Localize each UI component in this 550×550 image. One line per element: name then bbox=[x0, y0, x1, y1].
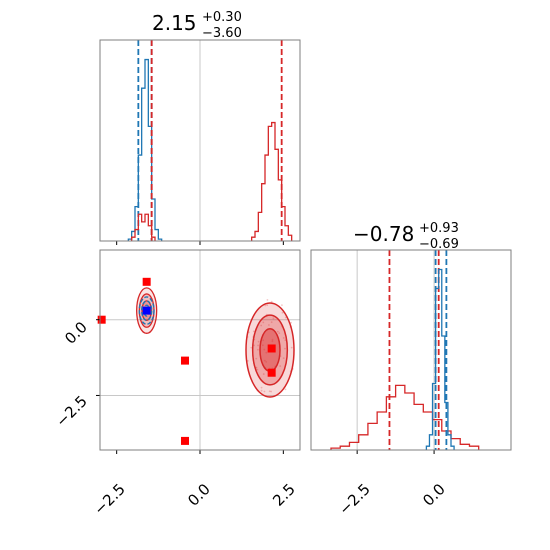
scatter-point bbox=[284, 388, 287, 391]
joint-x-tick-labels: −2.5 0.0 2.5 bbox=[90, 480, 298, 518]
marker-red-square bbox=[181, 356, 189, 365]
scatter-point bbox=[255, 366, 258, 369]
scatter-point bbox=[281, 311, 284, 314]
scatter-point bbox=[271, 338, 274, 341]
scatter-point bbox=[290, 346, 293, 349]
scatter-point bbox=[262, 321, 265, 324]
scatter-point bbox=[268, 324, 270, 326]
scatter-point bbox=[278, 332, 281, 335]
joint-xtick-label: −2.5 bbox=[90, 480, 128, 518]
scatter-point bbox=[281, 304, 283, 307]
scatter-point bbox=[256, 348, 259, 351]
contour-blue bbox=[138, 296, 155, 325]
marginal-2-xtick-label: −2.5 bbox=[335, 480, 373, 518]
scatter-point bbox=[271, 340, 274, 343]
scatter-point bbox=[263, 390, 266, 393]
scatter-point bbox=[260, 389, 263, 392]
scatter-point bbox=[255, 357, 258, 360]
panel-marginal-1 bbox=[99, 39, 301, 245]
scatter-point bbox=[252, 330, 255, 333]
scatter-point bbox=[257, 344, 259, 347]
scatter-point bbox=[261, 344, 264, 347]
histogram-blue bbox=[127, 58, 163, 241]
joint-xtick-label: 2.5 bbox=[269, 480, 299, 510]
panel-joint bbox=[96, 249, 301, 454]
scatter-point bbox=[279, 365, 282, 367]
scatter-point bbox=[265, 351, 268, 354]
scatter-point bbox=[290, 321, 292, 324]
scatter-point bbox=[263, 348, 266, 351]
scatter-point bbox=[262, 373, 265, 375]
marker-red-square bbox=[267, 344, 276, 353]
scatter-point bbox=[256, 368, 259, 371]
scatter-point bbox=[260, 386, 263, 389]
title-2-value: −0.78 bbox=[353, 222, 414, 246]
title-1-upper: +0.30 bbox=[202, 10, 242, 25]
scatter-point bbox=[272, 317, 275, 320]
joint-ytick-label: 0.0 bbox=[61, 318, 91, 348]
joint-y-tick-labels: 0.0 −2.5 bbox=[52, 318, 90, 430]
scatter-point bbox=[265, 361, 268, 363]
marker-red-square bbox=[267, 368, 276, 377]
scatter-point bbox=[260, 324, 263, 327]
histogram-red bbox=[131, 121, 293, 241]
panel-marginal-2 bbox=[310, 249, 512, 454]
histogram-red bbox=[330, 384, 480, 450]
marker-blue-square bbox=[142, 306, 151, 315]
scatter-point bbox=[284, 347, 286, 350]
scatter-point bbox=[262, 339, 265, 342]
contour-blue bbox=[140, 300, 153, 322]
scatter-point bbox=[270, 390, 273, 393]
scatter-point bbox=[250, 346, 253, 349]
scatter-point bbox=[264, 304, 267, 307]
scatter-point bbox=[257, 340, 260, 343]
panel-frame bbox=[99, 39, 301, 242]
scatter-point bbox=[268, 390, 271, 393]
marker-red-square bbox=[97, 315, 106, 324]
scatter-point bbox=[266, 304, 269, 307]
scatter-point bbox=[284, 339, 287, 342]
scatter-point bbox=[282, 337, 285, 339]
panel-frame bbox=[99, 249, 301, 451]
marginal-2-x-tick-labels: −2.5 0.0 bbox=[335, 480, 448, 518]
title-1-value: 2.15 bbox=[152, 11, 197, 35]
panel-frame bbox=[310, 249, 512, 451]
title-2-upper: +0.93 bbox=[419, 221, 459, 236]
scatter-point bbox=[270, 300, 273, 303]
scatter-point bbox=[263, 359, 266, 362]
marginal-2-xtick-label: 0.0 bbox=[419, 480, 449, 510]
title-param-2: −0.78 +0.93 −0.69 bbox=[353, 221, 459, 252]
scatter-point bbox=[270, 321, 273, 324]
joint-ytick-label: −2.5 bbox=[52, 392, 90, 430]
joint-xtick-label: 0.0 bbox=[184, 480, 214, 510]
marker-red-square bbox=[142, 277, 151, 286]
histogram-blue bbox=[425, 268, 455, 450]
title-2-lower: −0.69 bbox=[419, 237, 459, 252]
scatter-point bbox=[253, 344, 255, 347]
scatter-point bbox=[276, 330, 279, 333]
scatter-point bbox=[284, 316, 287, 319]
scatter-point bbox=[266, 298, 269, 301]
title-param-1: 2.15 +0.30 −3.60 bbox=[152, 10, 242, 41]
title-1-lower: −3.60 bbox=[202, 26, 242, 41]
scatter-point bbox=[282, 357, 285, 360]
marker-red-square bbox=[181, 436, 189, 445]
